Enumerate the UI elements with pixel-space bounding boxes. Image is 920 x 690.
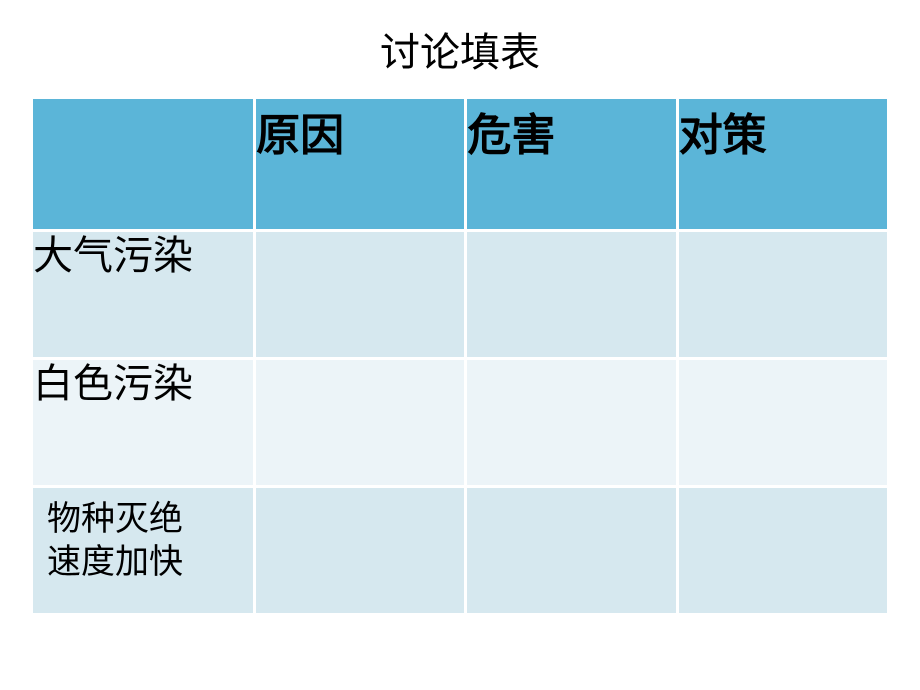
header-blank [33,99,253,229]
table-header-row: 原因 危害 对策 [33,99,887,229]
header-reason: 原因 [256,99,464,229]
cell-white-solution [679,360,887,485]
row-label-air-pollution: 大气污染 [33,232,253,357]
header-harm: 危害 [467,99,675,229]
header-solution: 对策 [679,99,887,229]
cell-species-reason [256,488,464,613]
discussion-table: 原因 危害 对策 大气污染 白色污染 物种灭绝 速度加快 [30,96,890,616]
row-label-white-pollution: 白色污染 [33,360,253,485]
cell-white-harm [467,360,675,485]
slide-title: 讨论填表 [30,20,890,78]
table-row: 大气污染 [33,232,887,357]
cell-species-harm [467,488,675,613]
cell-air-harm [467,232,675,357]
cell-air-solution [679,232,887,357]
row-label-species-extinction: 物种灭绝 速度加快 [33,488,253,613]
table-row: 物种灭绝 速度加快 [33,488,887,613]
cell-species-solution [679,488,887,613]
cell-white-reason [256,360,464,485]
slide-container: 讨论填表 原因 危害 对策 大气污染 白色污染 [0,0,920,690]
row-label-line1: 物种灭绝 [47,500,183,538]
row-label-line2: 速度加快 [47,543,183,581]
table-row: 白色污染 [33,360,887,485]
cell-air-reason [256,232,464,357]
